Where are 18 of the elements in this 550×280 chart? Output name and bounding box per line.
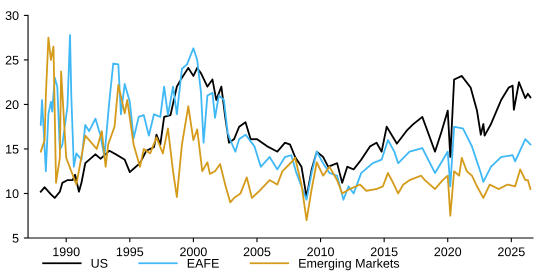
y-tick-label: 25: [6, 56, 18, 65]
x-tick-label: 2005: [244, 247, 270, 256]
y-tick-label: 15: [6, 144, 18, 154]
x-tick-label: 1995: [116, 247, 144, 256]
x-tick-label: 2010: [307, 247, 334, 256]
x-tick-label: 2000: [180, 247, 207, 256]
line-series: [40, 67, 532, 199]
legend-label: US: [92, 258, 108, 268]
x-tick-label: 2015: [370, 247, 398, 256]
legend-label: Emerging Markets: [299, 258, 400, 270]
x-tick-label: 2020: [434, 247, 462, 256]
x-tick-label: 1990: [53, 247, 80, 256]
y-tick-label: 20: [6, 100, 19, 110]
x-tick-label: 2025: [498, 247, 525, 256]
legend-label: EAFE: [188, 259, 219, 268]
y-tick-label: 30: [6, 11, 19, 20]
y-tick-label: 5: [12, 234, 18, 243]
y-tick-label: 10: [6, 189, 19, 198]
